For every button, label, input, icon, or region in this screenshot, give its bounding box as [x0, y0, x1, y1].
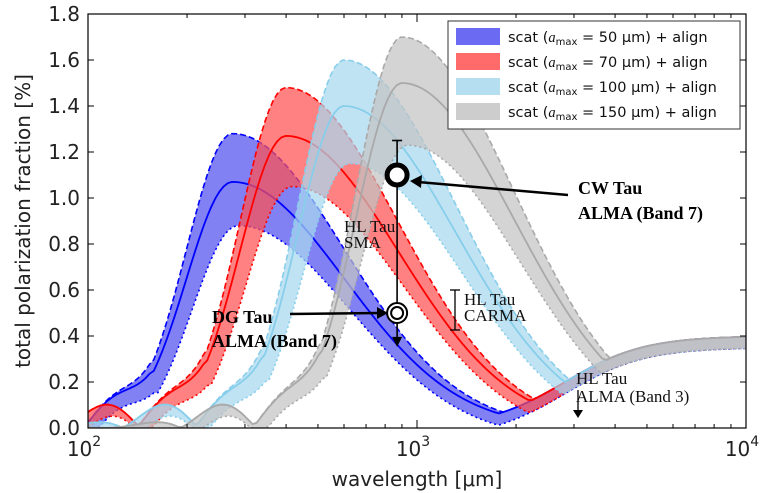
legend-label-suffix: ) + align: [645, 55, 707, 71]
legend-label-sub: max: [556, 62, 578, 73]
band-lower-0: [88, 224, 746, 428]
legend-label-3: scat (amax = 150 μm) + align: [508, 105, 717, 123]
y-tick-label: 0.2: [48, 370, 80, 394]
hl-tau-alma-label-2: ALMA (Band 3): [576, 387, 689, 406]
x-tick-exponent: 3: [421, 434, 430, 450]
legend-swatch-0: [456, 28, 500, 45]
y-tick-label: 0.4: [48, 324, 80, 348]
y-tick-label: 0.8: [48, 232, 80, 256]
axis-ticks: 0.0 0.2 0.4 0.6 0.8 1.0 1.2 1.4 1.6 1.8 102 103 104: [48, 2, 759, 461]
x-tick-exponent: 4: [750, 434, 759, 450]
x-tick-label: 103: [396, 434, 430, 461]
legend-swatch-3: [456, 103, 500, 120]
cw-tau-label-1: CW Tau: [578, 178, 642, 198]
legend-label-var: a: [548, 80, 555, 96]
y-tick-label: 1.4: [48, 94, 80, 118]
legend-label-prefix: scat (: [508, 80, 548, 96]
cw-tau-pointer-head: [410, 175, 422, 188]
cw-tau-label-2: ALMA (Band 7): [578, 203, 703, 224]
legend-label-eq: = 70 μm: [577, 55, 645, 71]
y-tick-label: 1.2: [48, 140, 80, 164]
hl-tau-carma-label-2: CARMA: [464, 306, 527, 325]
legend-label-prefix: scat (: [508, 55, 548, 71]
hl-tau-sma-label-1: HL Tau: [344, 217, 396, 236]
hl-tau-carma-label-1: HL Tau: [464, 290, 516, 309]
legend-swatch-1: [456, 53, 500, 70]
y-tick-label: 1.6: [48, 48, 80, 72]
legend-label-sub: max: [556, 112, 578, 123]
hl-tau-sma-label-2: SMA: [344, 233, 382, 252]
y-tick-label: 0.6: [48, 278, 80, 302]
cw-tau-marker: [384, 162, 410, 188]
legend-label-eq: = 100 μm: [577, 80, 654, 96]
legend-label-2: scat (amax = 100 μm) + align: [508, 80, 717, 98]
x-tick-exponent: 2: [92, 434, 101, 450]
y-tick-label: 1.8: [48, 2, 80, 26]
legend-swatch-2: [456, 78, 500, 95]
legend-label-var: a: [548, 55, 555, 71]
y-tick-label: 1.0: [48, 186, 80, 210]
legend-label-var: a: [548, 105, 555, 121]
legend-label-prefix: scat (: [508, 105, 548, 121]
legend-label-1: scat (amax = 70 μm) + align: [508, 55, 708, 73]
x-axis-title: wavelength [μm]: [332, 467, 503, 491]
cw-tau-pointer: [417, 180, 569, 197]
x-tick-label: 102: [67, 434, 101, 461]
band-mid-3: [88, 82, 746, 428]
y-axis-title: total polarization fraction [%]: [11, 74, 35, 368]
dg-tau-pointer-head: [377, 307, 388, 319]
legend-label-sub: max: [556, 37, 578, 48]
legend-label-suffix: ) + align: [654, 105, 716, 121]
model-bands: [88, 36, 746, 428]
legend-label-var: a: [548, 30, 555, 46]
hl-tau-alma-label-1: HL Tau: [576, 369, 628, 388]
y-tick-label: 0.0: [48, 416, 80, 440]
legend-label-sub: max: [556, 87, 578, 98]
legend-label-suffix: ) + align: [645, 30, 707, 46]
dg-tau-pointer: [289, 311, 381, 316]
band-area-3: [88, 37, 746, 428]
x-tick-label: 104: [725, 434, 759, 461]
legend-label-eq: = 50 μm: [577, 30, 645, 46]
legend-label-0: scat (amax = 50 μm) + align: [508, 30, 708, 48]
legend-label-eq: = 150 μm: [577, 105, 654, 121]
dg-tau-label-2: ALMA (Band 7): [212, 331, 337, 352]
observations: [384, 139, 410, 347]
band-lower-3: [88, 144, 746, 428]
dg-tau-marker-inner: [390, 306, 405, 320]
cw-tau-limit-arrow: [392, 336, 403, 347]
legend-label-prefix: scat (: [508, 30, 548, 46]
band-upper-3: [88, 36, 746, 428]
legend-label-suffix: ) + align: [654, 80, 716, 96]
dg-tau-label-1: DG Tau: [212, 307, 273, 327]
hl-tau-alma-arrowhead: [573, 410, 583, 418]
